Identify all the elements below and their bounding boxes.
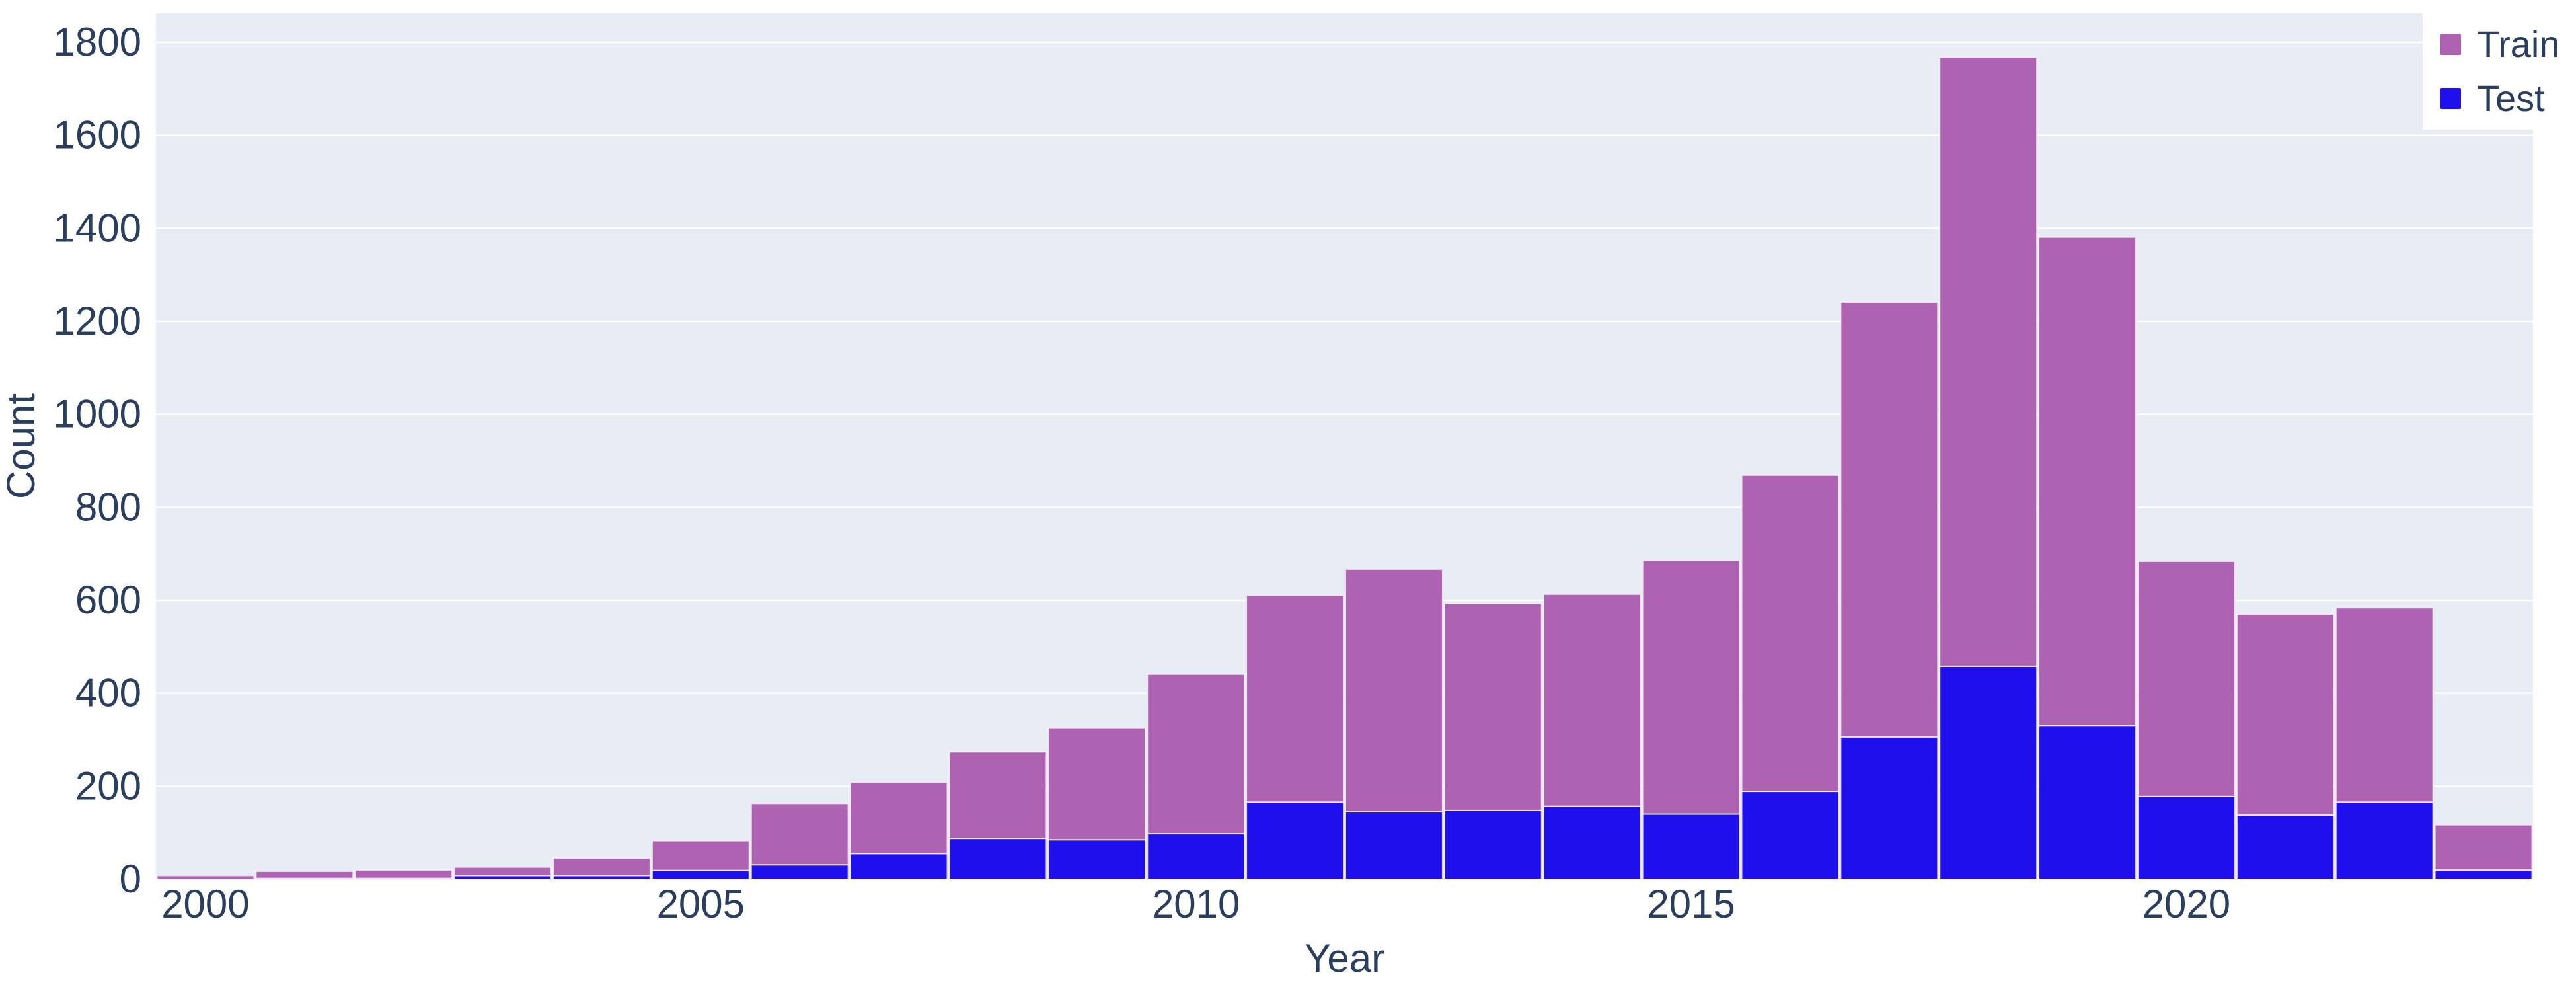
bar-test-2007[interactable]	[849, 853, 948, 880]
y-tick-label-1800: 1800	[54, 20, 141, 64]
bar-test-2021[interactable]	[2236, 814, 2335, 880]
bar-test-2012[interactable]	[1345, 811, 1443, 881]
legend-item-train[interactable]: Train	[2440, 26, 2576, 63]
bar-test-2022[interactable]	[2335, 801, 2434, 881]
bar-test-2017[interactable]	[1840, 736, 1939, 881]
bar-train-2009[interactable]	[1047, 727, 1147, 841]
bar-test-2006[interactable]	[750, 864, 849, 880]
bar-test-2008[interactable]	[948, 838, 1047, 881]
bar-train-2002[interactable]	[354, 869, 453, 879]
y-tick-label-600: 600	[75, 578, 141, 622]
bar-test-2009[interactable]	[1047, 839, 1147, 881]
y-tick-label-0: 0	[120, 857, 141, 901]
bar-test-2011[interactable]	[1246, 801, 1344, 881]
bar-train-2008[interactable]	[948, 751, 1047, 840]
legend-label-train: Train	[2477, 23, 2560, 65]
y-tick-label-1000: 1000	[54, 392, 141, 436]
test-swatch-icon	[2440, 88, 2461, 109]
bar-test-2014[interactable]	[1542, 805, 1642, 880]
bar-train-2021[interactable]	[2236, 613, 2335, 816]
bar-test-2013[interactable]	[1443, 809, 1542, 880]
x-tick-label-2020: 2020	[2142, 882, 2230, 926]
bar-train-2004[interactable]	[552, 857, 651, 877]
bar-test-2023[interactable]	[2434, 869, 2533, 881]
bar-train-2003[interactable]	[453, 866, 552, 877]
bar-train-2020[interactable]	[2137, 560, 2236, 797]
bar-train-2014[interactable]	[1542, 593, 1642, 807]
plot-background	[156, 13, 2533, 879]
bar-train-2015[interactable]	[1642, 559, 1741, 815]
bar-train-2013[interactable]	[1443, 602, 1542, 811]
y-tick-label-800: 800	[75, 485, 141, 529]
bar-train-2000[interactable]	[156, 875, 255, 880]
legend-item-test[interactable]: Test	[2440, 80, 2576, 117]
bar-train-2010[interactable]	[1147, 673, 1246, 835]
bar-test-2015[interactable]	[1642, 813, 1741, 880]
bar-train-2017[interactable]	[1840, 301, 1939, 738]
bar-test-2010[interactable]	[1147, 833, 1246, 881]
y-axis-title: Count	[0, 393, 43, 499]
bar-train-2019[interactable]	[2038, 236, 2137, 727]
bar-test-2018[interactable]	[1939, 665, 2038, 881]
x-axis-title: Year	[1305, 936, 1384, 980]
bar-train-2011[interactable]	[1246, 594, 1344, 803]
y-tick-label-1600: 1600	[54, 113, 141, 157]
bar-train-2023[interactable]	[2434, 824, 2533, 871]
y-tick-label-1400: 1400	[54, 206, 141, 250]
bar-train-2016[interactable]	[1741, 474, 1840, 793]
bar-test-2005[interactable]	[651, 869, 750, 881]
bar-train-2006[interactable]	[750, 803, 849, 866]
bar-train-2022[interactable]	[2335, 607, 2434, 803]
bar-test-2016[interactable]	[1741, 791, 1840, 880]
x-tick-label-2015: 2015	[1647, 882, 1735, 926]
bar-train-2018[interactable]	[1939, 56, 2038, 667]
bar-train-2005[interactable]	[651, 840, 750, 871]
x-tick-label-2005: 2005	[657, 882, 745, 926]
bar-test-2020[interactable]	[2137, 795, 2236, 880]
y-tick-label-400: 400	[75, 671, 141, 715]
y-tick-label-1200: 1200	[54, 299, 141, 343]
bar-test-2019[interactable]	[2038, 725, 2137, 880]
y-tick-label-200: 200	[75, 764, 141, 808]
bar-train-2007[interactable]	[849, 781, 948, 855]
train-swatch-icon	[2440, 34, 2461, 55]
x-tick-label-2000: 2000	[161, 882, 249, 926]
x-tick-label-2010: 2010	[1152, 882, 1240, 926]
bar-train-2001[interactable]	[255, 871, 354, 879]
legend-label-test: Test	[2477, 77, 2545, 119]
legend: Train Test	[2423, 13, 2576, 130]
bar-train-2012[interactable]	[1345, 568, 1443, 813]
